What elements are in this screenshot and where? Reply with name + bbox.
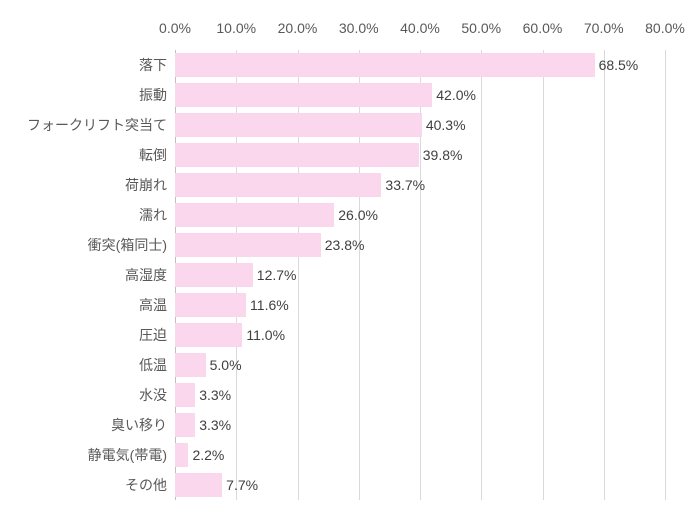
category-label: 圧迫 xyxy=(139,325,175,345)
value-label: 11.6% xyxy=(250,297,289,313)
bar xyxy=(175,293,246,317)
x-axis-tick-label: 80.0% xyxy=(645,20,685,36)
bar xyxy=(175,203,334,227)
bar-row: 低温5.0% xyxy=(175,350,665,380)
x-axis-tick-label: 20.0% xyxy=(278,20,318,36)
x-axis-tick-label: 70.0% xyxy=(584,20,624,36)
category-label: 落下 xyxy=(139,55,175,75)
bar-row: 圧迫11.0% xyxy=(175,320,665,350)
bar-row: 静電気(帯電)2.2% xyxy=(175,440,665,470)
x-axis-tick-label: 50.0% xyxy=(461,20,501,36)
category-label: 静電気(帯電) xyxy=(88,445,175,465)
value-label: 39.8% xyxy=(423,147,463,163)
value-label: 2.2% xyxy=(192,447,224,463)
plot-area: 落下68.5%振動42.0%フォークリフト突当て40.3%転倒39.8%荷崩れ3… xyxy=(175,50,665,500)
x-axis-tick-label: 0.0% xyxy=(159,20,191,36)
value-label: 11.0% xyxy=(246,327,285,343)
chart: 0.0% 10.0% 20.0% 30.0% 40.0% 50.0% 60.0% 70.0% 8… xyxy=(0,0,690,516)
bar-row: 荷崩れ33.7% xyxy=(175,170,665,200)
value-label: 3.3% xyxy=(199,387,231,403)
x-axis-labels: 0.0%10.0%20.0%30.0%40.0%50.0%60.0%70.0%8… xyxy=(175,20,665,40)
bar-row: 落下68.5% xyxy=(175,50,665,80)
x-axis-tick-label: 60.0% xyxy=(523,20,563,36)
bar xyxy=(175,473,222,497)
bar-row: 臭い移り3.3% xyxy=(175,410,665,440)
category-label: 転倒 xyxy=(139,145,175,165)
category-label: 低温 xyxy=(139,355,175,375)
category-label: 濡れ xyxy=(139,205,175,225)
value-label: 33.7% xyxy=(385,177,425,193)
x-axis-tick-label: 10.0% xyxy=(216,20,256,36)
bar-row: 衝突(箱同士)23.8% xyxy=(175,230,665,260)
value-label: 26.0% xyxy=(338,207,378,223)
value-label: 42.0% xyxy=(436,87,476,103)
category-label: 高湿度 xyxy=(125,265,175,285)
category-label: 荷崩れ xyxy=(125,175,175,195)
value-label: 7.7% xyxy=(226,477,258,493)
category-label: フォークリフト突当て xyxy=(27,115,175,135)
bar xyxy=(175,323,242,347)
value-label: 40.3% xyxy=(426,117,466,133)
bar-row: 高温11.6% xyxy=(175,290,665,320)
bar xyxy=(175,413,195,437)
bar-row: 転倒39.8% xyxy=(175,140,665,170)
bar-row: 高湿度12.7% xyxy=(175,260,665,290)
category-label: 衝突(箱同士) xyxy=(88,235,175,255)
bar xyxy=(175,113,422,137)
category-label: 臭い移り xyxy=(111,415,175,435)
bar-row: 振動42.0% xyxy=(175,80,665,110)
category-label: 水没 xyxy=(139,385,175,405)
bar xyxy=(175,143,419,167)
gridline xyxy=(665,50,666,500)
bar xyxy=(175,83,432,107)
x-axis-tick-label: 40.0% xyxy=(400,20,440,36)
bar-row: その他7.7% xyxy=(175,470,665,500)
bar xyxy=(175,353,206,377)
bar xyxy=(175,233,321,257)
bar xyxy=(175,383,195,407)
value-label: 5.0% xyxy=(210,357,242,373)
bar xyxy=(175,173,381,197)
category-label: その他 xyxy=(125,475,175,495)
value-label: 68.5% xyxy=(599,57,639,73)
value-label: 23.8% xyxy=(325,237,365,253)
bar-row: 水没3.3% xyxy=(175,380,665,410)
value-label: 12.7% xyxy=(257,267,297,283)
category-label: 高温 xyxy=(139,295,175,315)
x-axis-tick-label: 30.0% xyxy=(339,20,379,36)
bar-row: 濡れ26.0% xyxy=(175,200,665,230)
bar-row: フォークリフト突当て40.3% xyxy=(175,110,665,140)
bar xyxy=(175,263,253,287)
value-label: 3.3% xyxy=(199,417,231,433)
bar xyxy=(175,443,188,467)
category-label: 振動 xyxy=(139,85,175,105)
bar xyxy=(175,53,595,77)
